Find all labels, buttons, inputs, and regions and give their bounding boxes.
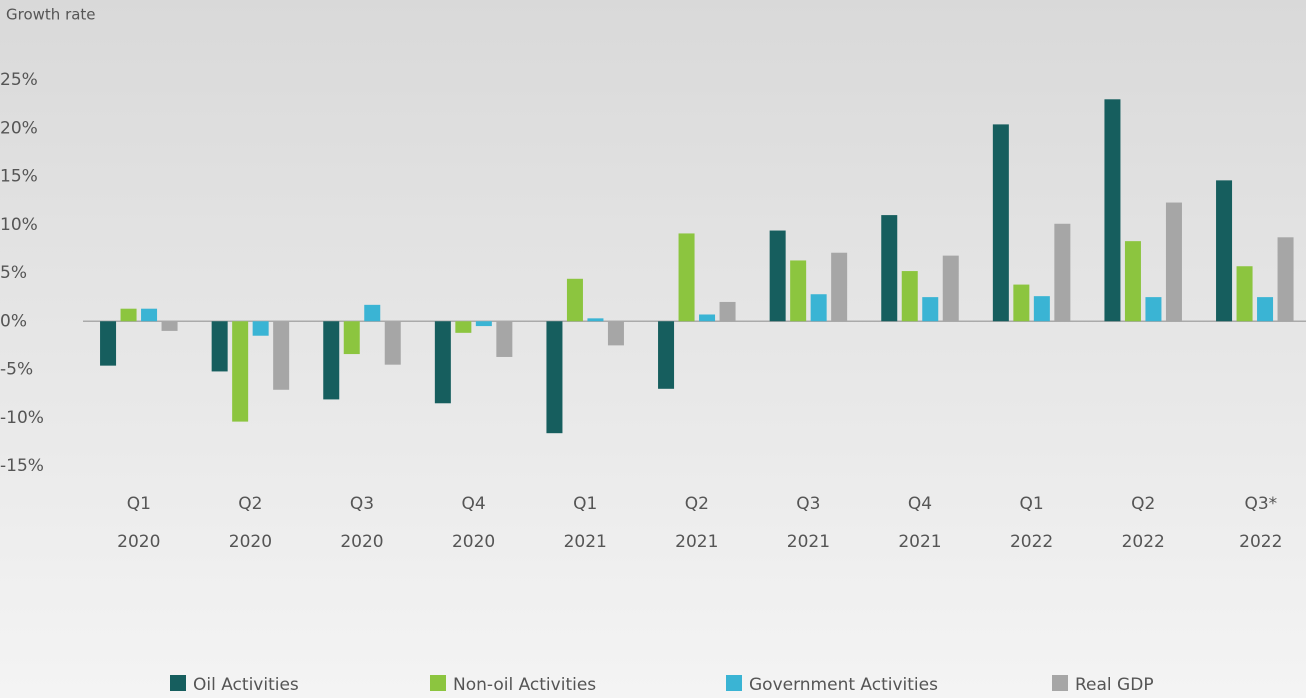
x-tick-label: Q1 — [1019, 494, 1043, 514]
bar — [252, 321, 269, 336]
bar — [790, 260, 807, 322]
bar — [496, 321, 513, 357]
bar — [1216, 180, 1233, 322]
bar — [1277, 237, 1294, 322]
x-tick-label: 2021 — [787, 532, 830, 552]
bar — [323, 321, 340, 400]
x-tick-label: Q3 — [350, 494, 374, 514]
bar — [273, 321, 290, 390]
bar — [587, 318, 604, 322]
x-tick-label: 2021 — [564, 532, 607, 552]
x-tick-label: 2022 — [1010, 532, 1053, 552]
x-tick-label: 2022 — [1122, 532, 1165, 552]
legend-swatch — [430, 675, 446, 691]
bar — [455, 321, 472, 333]
bar — [699, 314, 716, 322]
bar — [475, 321, 492, 327]
bar — [1257, 297, 1274, 322]
bar — [881, 215, 898, 322]
bar — [384, 321, 401, 365]
bar — [1054, 223, 1071, 322]
x-tick-label: 2020 — [340, 532, 383, 552]
x-tick-label: Q1 — [573, 494, 597, 514]
bar — [1145, 297, 1162, 322]
x-tick-label: Q4 — [908, 494, 932, 514]
bar — [922, 297, 939, 322]
x-tick-label: Q2 — [1131, 494, 1155, 514]
y-axis-label: Growth rate — [6, 6, 96, 24]
x-tick-label: Q3 — [796, 494, 820, 514]
x-tick-label: 2021 — [898, 532, 941, 552]
legend-swatch — [1052, 675, 1068, 691]
x-tick-label: 2020 — [229, 532, 272, 552]
bar — [1236, 266, 1253, 322]
bar — [1013, 284, 1030, 322]
legend-label: Real GDP — [1075, 675, 1154, 695]
x-tick-label: 2022 — [1239, 532, 1282, 552]
x-tick-label: Q4 — [461, 494, 485, 514]
bar — [141, 308, 158, 322]
bar — [343, 321, 360, 355]
bar — [546, 321, 563, 434]
bar — [100, 321, 117, 366]
legend-swatch — [170, 675, 186, 691]
bar — [434, 321, 451, 404]
bar — [1165, 202, 1182, 322]
x-tick-label: Q1 — [127, 494, 151, 514]
bar — [607, 321, 624, 346]
bar — [769, 230, 786, 322]
x-tick-label: Q2 — [685, 494, 709, 514]
y-tick-label: -15% — [0, 456, 44, 476]
bar — [1104, 99, 1121, 322]
y-tick-label: 25% — [0, 70, 38, 90]
bar — [992, 124, 1009, 322]
y-tick-label: -10% — [0, 408, 44, 428]
bar — [1033, 296, 1050, 322]
y-tick-label: -5% — [0, 360, 33, 380]
bar — [678, 233, 695, 322]
x-tick-label: 2021 — [675, 532, 718, 552]
y-tick-label: 15% — [0, 167, 38, 187]
bar — [901, 271, 918, 322]
legend-label: Non-oil Activities — [453, 675, 596, 695]
legend-swatch — [726, 675, 742, 691]
x-tick-label: 2020 — [117, 532, 160, 552]
bar — [942, 255, 959, 322]
legend-label: Oil Activities — [193, 675, 299, 695]
y-tick-label: 5% — [0, 263, 27, 283]
bar — [566, 278, 583, 322]
bar — [831, 252, 848, 322]
bar — [364, 304, 381, 322]
bar — [161, 321, 178, 331]
bar — [232, 321, 249, 422]
bar — [719, 301, 736, 322]
bar — [658, 321, 675, 389]
bar — [211, 321, 228, 372]
y-tick-label: 0% — [0, 311, 27, 331]
bar — [1124, 241, 1141, 322]
y-tick-label: 10% — [0, 215, 38, 235]
legend-label: Government Activities — [749, 675, 938, 695]
x-tick-label: 2020 — [452, 532, 495, 552]
x-tick-label: Q2 — [238, 494, 262, 514]
x-tick-label: Q3* — [1244, 494, 1277, 514]
bar — [810, 294, 827, 322]
bar — [120, 308, 137, 322]
y-tick-label: 20% — [0, 118, 38, 138]
